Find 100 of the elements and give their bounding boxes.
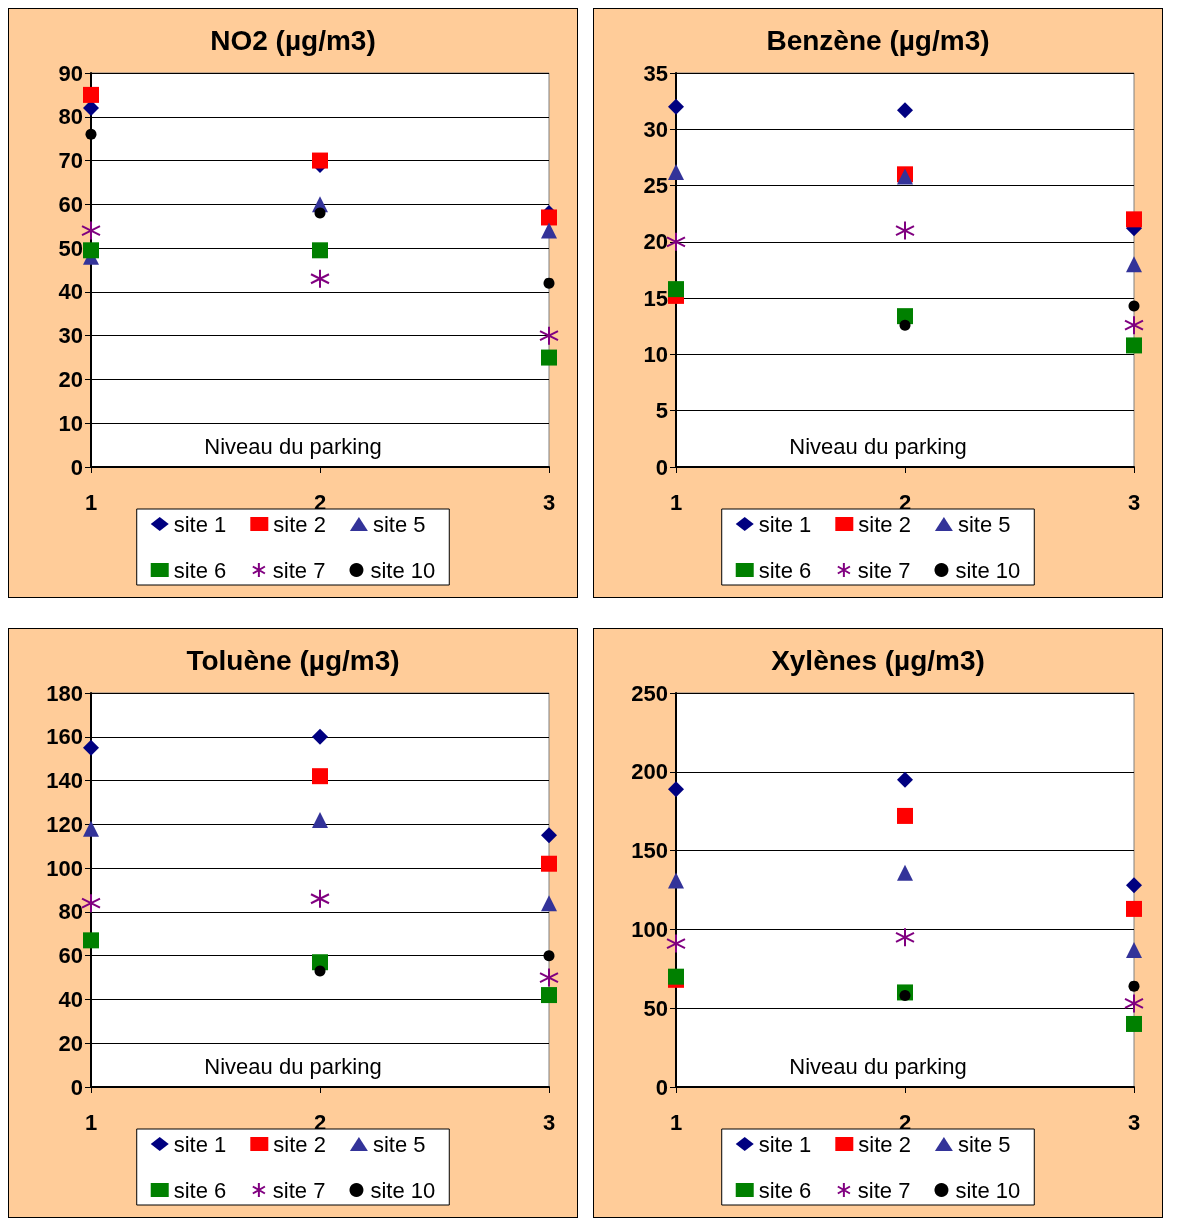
y-tick-label: 0 <box>655 454 668 480</box>
x-axis-title: Niveau du parking <box>204 433 382 459</box>
point <box>668 164 684 181</box>
point <box>897 102 913 119</box>
y-tick-label: 30 <box>58 323 83 349</box>
y-tick-label: 20 <box>58 366 83 392</box>
legend-label: site 5 <box>372 1131 426 1157</box>
y-tick-label: 180 <box>46 680 83 706</box>
y-tick-label: 0 <box>70 454 83 480</box>
x-axis-title: Niveau du parking <box>789 1053 967 1079</box>
y-tick-label: 50 <box>58 235 83 261</box>
legend-label: site 5 <box>957 511 1011 537</box>
point <box>897 807 913 824</box>
y-tick-label: 10 <box>643 341 668 367</box>
point <box>312 242 328 259</box>
legend-label: site 1 <box>173 511 227 537</box>
legend-label: site 6 <box>173 1177 227 1203</box>
y-tick-label: 70 <box>58 148 83 174</box>
y-tick-label: 25 <box>643 173 668 199</box>
point <box>897 771 913 788</box>
point <box>83 100 99 117</box>
legend-label: site 10 <box>370 557 436 583</box>
x-tick-label: 1 <box>669 489 683 515</box>
point <box>666 231 686 252</box>
point <box>1126 256 1142 273</box>
point <box>668 781 684 798</box>
x-tick-label: 1 <box>669 1109 683 1135</box>
point <box>1128 300 1140 312</box>
legend-label: site 6 <box>173 557 227 583</box>
y-tick-label: 80 <box>58 104 83 130</box>
y-tick-label: 100 <box>631 916 668 942</box>
point <box>83 820 99 837</box>
x-tick-label: 3 <box>542 1109 556 1135</box>
legend-label: site 1 <box>758 1131 812 1157</box>
y-tick-label: 10 <box>58 410 83 436</box>
legend-label: site 6 <box>758 1177 812 1203</box>
legend-label: site 1 <box>758 511 812 537</box>
y-tick-label: 20 <box>643 229 668 255</box>
legend-label: site 2 <box>273 511 326 537</box>
legend-label: site 5 <box>372 511 426 537</box>
point <box>312 728 328 745</box>
x-axis-title: Niveau du parking <box>789 433 967 459</box>
legend-label: site 10 <box>370 1177 436 1203</box>
chart-title: Benzène (µg/m3) <box>766 24 990 56</box>
point <box>81 220 101 241</box>
point <box>541 349 557 366</box>
legend-label: site 7 <box>857 1177 911 1203</box>
point <box>541 895 557 912</box>
point <box>668 872 684 889</box>
legend-label: site 2 <box>858 511 911 537</box>
point <box>539 967 559 988</box>
legend-label: site 7 <box>272 557 326 583</box>
point <box>312 811 328 828</box>
y-tick-label: 40 <box>58 986 83 1012</box>
point <box>83 932 99 949</box>
chart-title: Toluène (µg/m3) <box>186 644 400 676</box>
point <box>1126 1015 1142 1032</box>
x-tick-label: 1 <box>84 489 98 515</box>
y-tick-label: 50 <box>643 995 668 1021</box>
y-tick-label: 0 <box>70 1074 83 1100</box>
legend-label: site 7 <box>857 557 911 583</box>
x-tick-label: 3 <box>542 489 556 515</box>
y-tick-label: 120 <box>46 811 83 837</box>
y-tick-label: 100 <box>46 855 83 881</box>
y-tick-label: 140 <box>46 768 83 794</box>
x-axis-title: Niveau du parking <box>204 1053 382 1079</box>
point <box>310 888 330 909</box>
chart-title: NO2 (µg/m3) <box>210 24 376 56</box>
point <box>666 933 686 954</box>
legend-label: site 2 <box>273 1131 326 1157</box>
point <box>543 277 555 289</box>
point <box>81 893 101 914</box>
x-tick-label: 3 <box>1127 1109 1141 1135</box>
legend-label: site 10 <box>955 557 1021 583</box>
point <box>83 739 99 756</box>
y-tick-label: 150 <box>631 838 668 864</box>
point <box>1128 980 1140 992</box>
point <box>1124 993 1144 1014</box>
legend-label: site 2 <box>858 1131 911 1157</box>
x-tick-label: 1 <box>84 1109 98 1135</box>
y-tick-label: 160 <box>46 724 83 750</box>
point <box>310 268 330 289</box>
point <box>314 965 326 977</box>
point <box>83 86 99 103</box>
point <box>668 98 684 115</box>
chart-title: Xylènes (µg/m3) <box>771 644 985 676</box>
point <box>543 950 555 962</box>
y-tick-label: 80 <box>58 899 83 925</box>
y-tick-label: 90 <box>58 60 83 86</box>
y-tick-label: 40 <box>58 279 83 305</box>
point <box>541 987 557 1004</box>
legend-label: site 10 <box>955 1177 1021 1203</box>
point <box>1126 900 1142 917</box>
y-tick-label: 30 <box>643 116 668 142</box>
legend-label: site 6 <box>758 557 812 583</box>
point <box>1124 315 1144 336</box>
point <box>541 209 557 226</box>
point <box>541 827 557 844</box>
y-tick-label: 200 <box>631 759 668 785</box>
point <box>899 319 911 331</box>
